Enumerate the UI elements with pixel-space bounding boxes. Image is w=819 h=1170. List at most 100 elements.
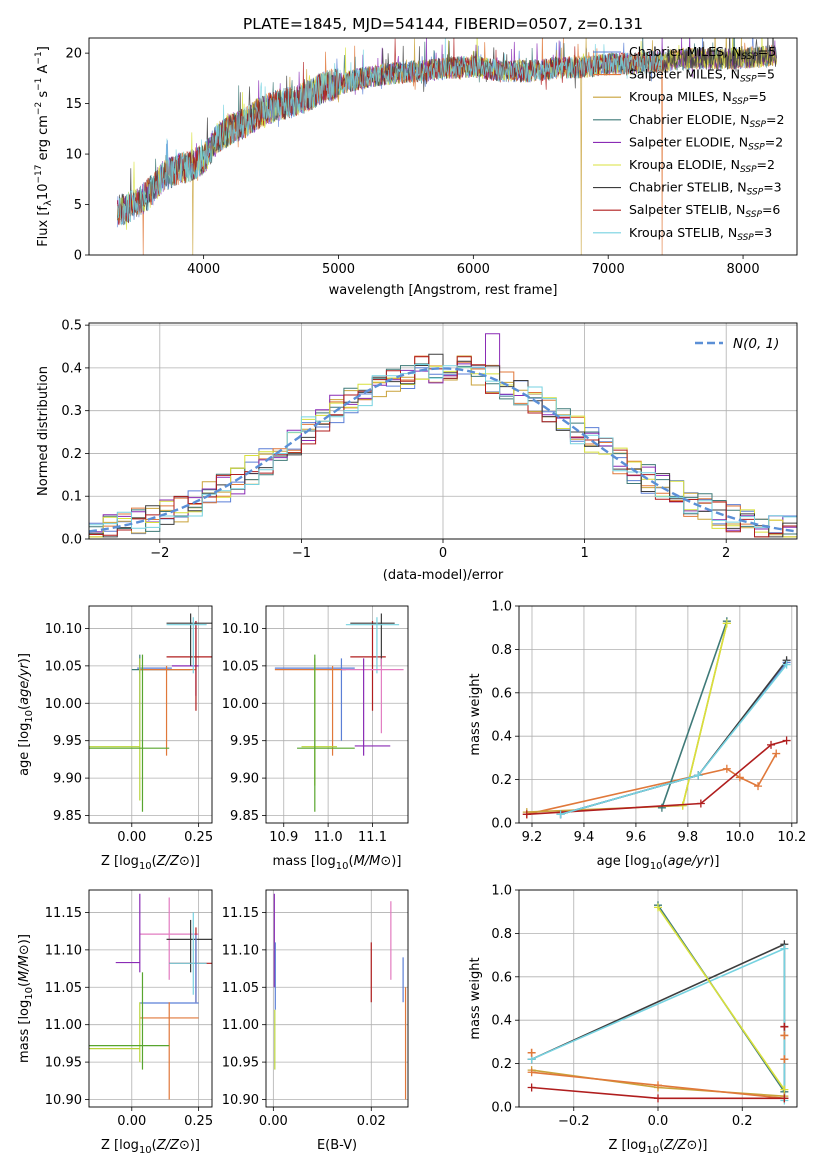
y-tick-label: 10.95 bbox=[222, 1056, 259, 1071]
axes-frame bbox=[265, 889, 409, 1108]
x-tick-label: −2 bbox=[150, 546, 169, 561]
y-axis-label: mass [log10(M/M⊙)] bbox=[17, 934, 35, 1063]
point-marker bbox=[694, 771, 703, 780]
y-tick-label: 0.2 bbox=[491, 773, 512, 788]
y-tick-label: 0.8 bbox=[491, 927, 512, 942]
legend-tail: =2 bbox=[766, 112, 784, 127]
histogram-step bbox=[89, 364, 797, 529]
x-tick-label: 10.0 bbox=[725, 830, 754, 845]
point-marker bbox=[722, 764, 731, 773]
series-line bbox=[560, 659, 788, 816]
y-axis-label: age [log10(age/yr)] bbox=[17, 653, 35, 776]
label-subscript: 10 bbox=[139, 861, 152, 872]
point-marker bbox=[780, 1031, 789, 1040]
axis-label: E(B-V) bbox=[317, 1138, 357, 1153]
x-tick-label: 1 bbox=[580, 546, 588, 561]
x-tick-label: 0.25 bbox=[184, 830, 213, 845]
point-marker bbox=[754, 782, 763, 791]
label-part: )] bbox=[709, 854, 719, 869]
label-part: λ bbox=[43, 200, 54, 206]
y-tick-label: 0.2 bbox=[61, 447, 82, 462]
legend-main: Chabrier ELODIE, N bbox=[629, 112, 749, 127]
point-marker bbox=[772, 749, 781, 758]
legend-tail: =3 bbox=[754, 225, 772, 240]
y-tick-label: 10.10 bbox=[222, 622, 259, 637]
x-tick-label: 10.2 bbox=[777, 830, 806, 845]
legend-label: Salpeter MILES, NSSP=5 bbox=[629, 67, 775, 85]
grid bbox=[519, 605, 797, 824]
axes-frame bbox=[88, 322, 798, 540]
x-tick-label: 0.00 bbox=[117, 1114, 146, 1129]
label-part: Z [log bbox=[101, 854, 139, 869]
y-tick-label: 0.6 bbox=[491, 686, 512, 701]
y-tick-label: 11.15 bbox=[222, 906, 259, 921]
label-part: )] bbox=[17, 653, 32, 663]
label-part: age [log bbox=[597, 854, 650, 869]
label-subscript: 10 bbox=[336, 861, 349, 872]
label-math: age/yr bbox=[668, 854, 711, 869]
plot-area bbox=[522, 617, 791, 819]
y-tick-label: 0.4 bbox=[61, 361, 82, 376]
point-marker bbox=[527, 1083, 536, 1092]
legend-main: Chabrier MILES, N bbox=[629, 44, 741, 59]
label-math: Z/Z⊙ bbox=[663, 1138, 697, 1153]
age-vs-metallicity-panel: 0.00 0.25 9.85 9.90 9.95 10.00 10.05 10.10 Z [lo… bbox=[17, 605, 213, 872]
label-part: )] bbox=[391, 854, 401, 869]
label-part: ( bbox=[348, 854, 353, 869]
legend-sub: SSP bbox=[732, 97, 749, 107]
grid bbox=[266, 606, 408, 823]
label-part: ( bbox=[659, 1138, 664, 1153]
legend-sub: SSP bbox=[740, 165, 757, 175]
label-math: Z/Z⊙ bbox=[156, 1138, 190, 1153]
y-tick-label: 10.00 bbox=[45, 697, 82, 712]
label-part: Z [log bbox=[609, 1138, 647, 1153]
label-part: erg cm bbox=[36, 115, 51, 164]
label-part: Z [log bbox=[101, 1138, 139, 1153]
label-subscript: 10 bbox=[139, 1145, 152, 1156]
label-part: −17 bbox=[34, 165, 44, 184]
axis-label: wavelength [Angstrom, rest frame] bbox=[329, 283, 558, 298]
y-tick-label: 15 bbox=[65, 97, 82, 112]
legend-sub: SSP bbox=[740, 75, 757, 85]
x-axis-label: Z [log10(Z/Z⊙)] bbox=[609, 1138, 708, 1156]
legend-sub: SSP bbox=[737, 233, 754, 243]
label-subscript: 10 bbox=[646, 1145, 659, 1156]
x-tick-label: 0.00 bbox=[117, 830, 146, 845]
label-part: ] bbox=[36, 46, 51, 51]
axis-label: Normed distribution bbox=[36, 366, 51, 496]
age-vs-mass-panel: 10.9 11.0 11.1 9.85 9.90 9.95 10.00 10.05 10.10 m… bbox=[222, 605, 409, 872]
plot-area bbox=[89, 613, 212, 812]
legend-tail: =5 bbox=[748, 89, 766, 104]
legend-main: Salpeter MILES, N bbox=[629, 67, 740, 82]
point-marker bbox=[767, 740, 776, 749]
legend-tail: =6 bbox=[762, 202, 780, 217]
label-subscript: 10 bbox=[24, 987, 35, 1000]
legend-label: N(0, 1) bbox=[733, 336, 779, 352]
series-line bbox=[526, 623, 728, 813]
y-tick-label: 10.10 bbox=[45, 622, 82, 637]
label-part: )] bbox=[190, 1138, 200, 1153]
label-part: ( bbox=[663, 854, 668, 869]
legend-tail: =2 bbox=[765, 134, 783, 149]
legend-main: Kroupa MILES, N bbox=[629, 89, 732, 104]
y-tick-label: 9.90 bbox=[230, 772, 259, 787]
axes-frame bbox=[88, 889, 213, 1108]
legend-main: Salpeter STELIB, N bbox=[629, 202, 745, 217]
x-tick-label: 9.8 bbox=[678, 830, 699, 845]
plot-area bbox=[527, 901, 789, 1105]
label-part: ( bbox=[152, 1138, 157, 1153]
axes-frame bbox=[88, 605, 213, 824]
y-tick-label: 10.90 bbox=[222, 1093, 259, 1108]
point-marker bbox=[780, 1094, 789, 1103]
plot-area bbox=[89, 333, 797, 538]
label-part: ( bbox=[17, 982, 32, 987]
point-marker bbox=[527, 1048, 536, 1057]
x-tick-label: 11.1 bbox=[358, 830, 387, 845]
legend-label: Chabrier ELODIE, NSSP=2 bbox=[629, 112, 784, 130]
y-tick-label: 11.05 bbox=[222, 981, 259, 996]
weight-vs-age-panel: 9.2 9.4 9.6 9.8 10.0 10.2 0.0 0.2 0.4 0.6 0.8 1.0 ag… bbox=[468, 600, 806, 873]
y-tick-label: 5 bbox=[74, 198, 82, 213]
axes-frame bbox=[265, 605, 409, 824]
x-tick-label: 9.2 bbox=[522, 830, 543, 845]
y-axis-label: Flux [fλ10−17 erg cm−2 s−1 A−1] bbox=[34, 46, 54, 247]
